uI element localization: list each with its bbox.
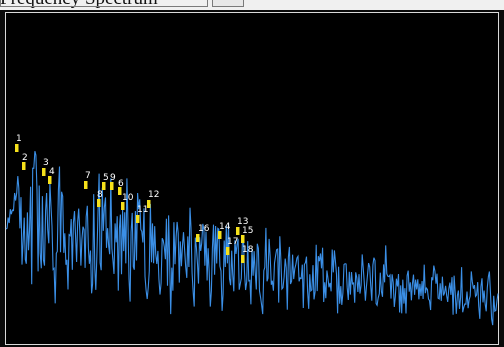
peak-label-9: 9 [110,173,116,183]
peak-label-18: 18 [242,245,254,255]
peak-label-12: 12 [148,190,159,200]
peak-marker-18[interactable] [241,255,245,263]
peak-marker-12[interactable] [147,200,151,208]
peak-marker-11[interactable] [136,215,140,223]
spectrum-line [5,150,499,326]
peak-marker-4[interactable] [48,176,52,184]
peak-marker-16[interactable] [196,234,200,242]
peak-label-10: 10 [122,193,134,203]
peak-marker-2[interactable] [22,162,26,170]
peak-marker-13[interactable] [236,227,240,235]
peak-markers [15,144,245,263]
peak-marker-9[interactable] [110,182,114,190]
peak-label-15: 15 [242,226,253,236]
peak-marker-14[interactable] [218,231,222,239]
peak-label-2: 2 [22,153,28,163]
peak-marker-15[interactable] [241,235,245,243]
analyze-button[interactable] [212,0,244,7]
peak-marker-6[interactable] [118,187,122,195]
spectrum-waveform [5,150,499,326]
peak-label-11: 11 [137,205,148,215]
toolbar: Frequency Spectrum [0,0,504,10]
peak-label-3: 3 [43,158,49,168]
peak-marker-7[interactable] [84,181,88,189]
plot-border [5,12,499,345]
peak-marker-17[interactable] [226,247,230,255]
peak-label-16: 16 [198,224,210,234]
peak-marker-1[interactable] [15,144,19,152]
peak-label-5: 5 [103,173,109,183]
peak-label-6: 6 [118,179,124,189]
window-title: Frequency Spectrum [0,0,158,9]
frequency-input[interactable] [0,0,208,7]
peak-label-1: 1 [16,134,22,144]
peak-label-7: 7 [85,171,91,181]
peak-label-14: 14 [219,222,231,232]
peak-marker-3[interactable] [42,168,46,176]
peak-label-17: 17 [227,237,238,247]
peak-marker-10[interactable] [121,202,125,210]
peak-marker-8[interactable] [97,199,101,207]
peak-label-4: 4 [49,167,55,177]
peak-label-13: 13 [237,217,248,227]
peak-label-8: 8 [97,190,103,200]
peak-marker-5[interactable] [102,182,106,190]
